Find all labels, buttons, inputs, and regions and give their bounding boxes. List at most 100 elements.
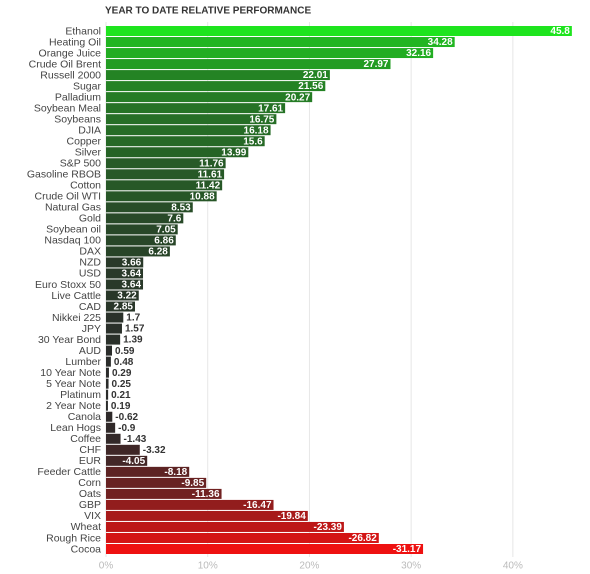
category-label: S&P 500 <box>60 158 101 170</box>
bar <box>106 411 113 422</box>
value-label: 1.7 <box>126 313 140 324</box>
bar <box>106 37 455 48</box>
category-label: VIX <box>84 510 101 522</box>
x-tick-label: 0% <box>99 561 114 572</box>
bar <box>106 235 176 246</box>
bar <box>106 389 109 400</box>
value-label: 22.01 <box>303 70 328 81</box>
bar <box>106 59 391 70</box>
category-label: Euro Stoxx 50 <box>35 279 101 291</box>
category-label: DAX <box>79 246 101 258</box>
category-label: Nikkei 225 <box>52 312 101 324</box>
bar <box>106 521 344 532</box>
bar <box>106 532 379 543</box>
category-label: Natural Gas <box>45 202 101 214</box>
x-tick-label: 20% <box>299 561 319 572</box>
value-label: 32.16 <box>406 48 431 59</box>
bar <box>106 180 223 191</box>
value-label: 2.85 <box>114 302 134 313</box>
category-label: Rough Rice <box>46 532 101 544</box>
bar <box>106 455 148 466</box>
category-label: EUR <box>79 455 102 467</box>
category-label: Sugar <box>73 80 102 92</box>
bar <box>106 301 135 312</box>
value-label: -26.82 <box>348 533 377 544</box>
bar <box>106 422 116 433</box>
category-label: Orange Juice <box>39 47 102 59</box>
value-label: 10.88 <box>190 191 215 202</box>
bar <box>106 378 109 389</box>
category-label: Crude Oil Brent <box>29 58 101 70</box>
category-label: Palladium <box>55 91 101 103</box>
value-label: 0.29 <box>112 368 132 379</box>
value-label: 1.39 <box>123 335 143 346</box>
value-label: -19.84 <box>277 511 306 522</box>
bar <box>106 213 184 224</box>
bar <box>106 499 274 510</box>
value-label: -1.43 <box>124 434 147 445</box>
category-label: Heating Oil <box>49 36 101 48</box>
bar <box>106 257 144 268</box>
category-label: Corn <box>78 477 101 489</box>
category-label: DJIA <box>78 124 101 136</box>
value-label: 13.99 <box>221 147 246 158</box>
x-tick-label: 40% <box>503 561 523 572</box>
bar <box>106 246 170 257</box>
bar <box>106 477 207 488</box>
value-label: 0.19 <box>111 401 131 412</box>
category-label: 30 Year Bond <box>38 334 101 346</box>
category-label: Canola <box>68 411 101 423</box>
value-label: 7.05 <box>156 225 176 236</box>
value-label: 1.57 <box>125 324 145 335</box>
category-label: Russell 2000 <box>40 69 101 81</box>
category-label: CAD <box>79 301 102 313</box>
category-label: Ethanol <box>65 25 101 37</box>
bar <box>106 70 330 81</box>
value-label: -8.18 <box>164 467 187 478</box>
value-label: 3.64 <box>122 280 142 291</box>
bar <box>106 367 109 378</box>
category-label: Soybean Meal <box>34 102 101 114</box>
value-label: 16.18 <box>244 125 269 136</box>
category-label: 10 Year Note <box>40 367 101 379</box>
category-label: Oats <box>79 488 101 500</box>
bar <box>106 400 108 411</box>
category-label: NZD <box>79 257 101 269</box>
bar <box>106 26 572 36</box>
value-label: 21.56 <box>298 81 323 92</box>
category-label: JPY <box>82 323 101 335</box>
category-label: Feeder Cattle <box>37 466 101 478</box>
value-label: 3.22 <box>117 291 137 302</box>
value-label: 0.59 <box>115 346 135 357</box>
value-label: 17.61 <box>258 103 283 114</box>
category-label: Platinum <box>60 389 101 401</box>
bar <box>106 125 271 136</box>
category-label: Gasoline RBOB <box>27 169 101 181</box>
value-label: -9.85 <box>181 478 204 489</box>
category-label: Live Cattle <box>51 290 101 302</box>
category-label: Copper <box>67 135 102 147</box>
category-label: 5 Year Note <box>46 378 101 390</box>
category-label: 2 Year Note <box>46 400 101 412</box>
value-label: -31.17 <box>393 544 422 555</box>
value-label: 11.61 <box>198 169 223 180</box>
value-label: 6.86 <box>154 236 174 247</box>
bar <box>106 158 226 169</box>
x-tick-label: 10% <box>198 561 218 572</box>
value-label: 15.6 <box>243 136 263 147</box>
bar <box>106 279 144 290</box>
bar <box>106 345 113 356</box>
value-label: 0.21 <box>111 390 131 401</box>
value-label: 11.42 <box>196 180 221 191</box>
bar <box>106 92 313 103</box>
value-label: 27.97 <box>363 59 388 70</box>
value-label: 7.6 <box>167 214 181 225</box>
category-label: Cocoa <box>71 543 102 555</box>
bar <box>106 268 144 279</box>
bar <box>106 356 111 367</box>
bar <box>106 103 286 114</box>
category-label: Cotton <box>70 180 101 192</box>
category-label: Wheat <box>71 521 101 533</box>
bar <box>106 510 308 521</box>
